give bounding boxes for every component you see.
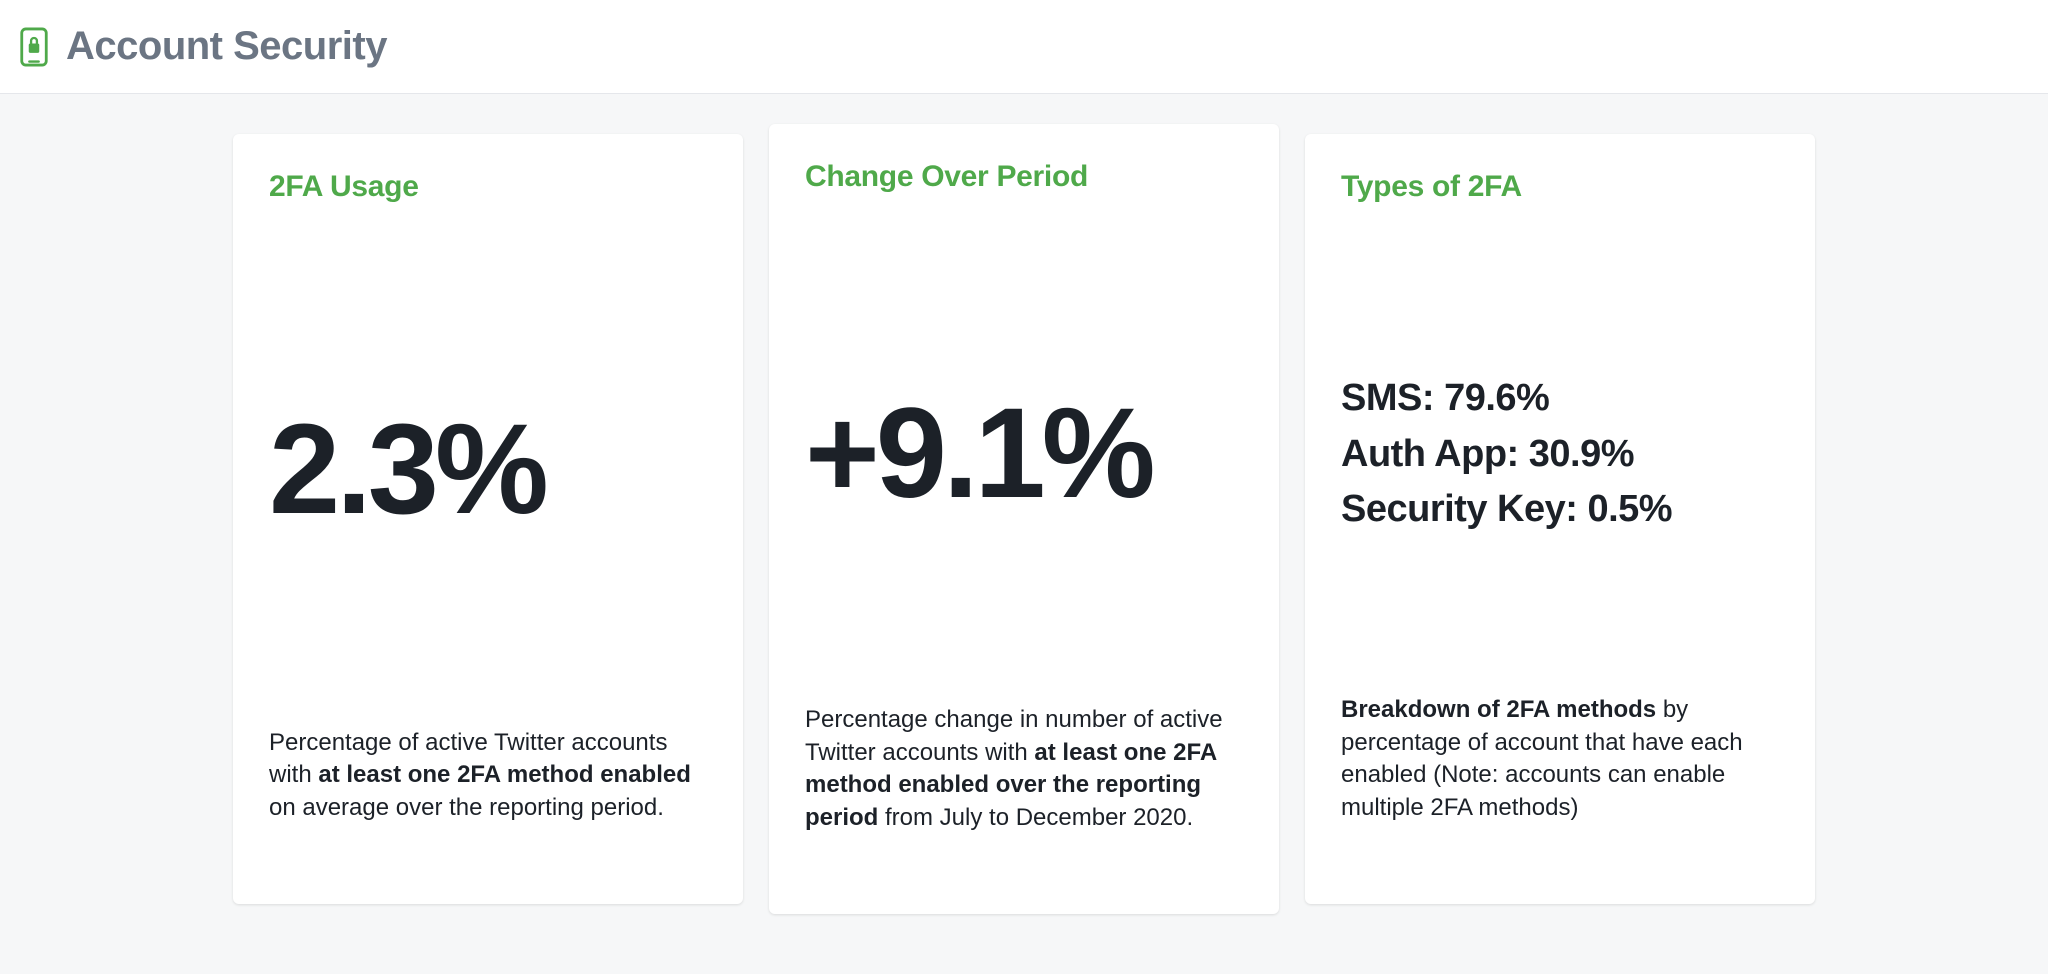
card-stat-wrap: SMS: 79.6% Auth App: 30.9% Security Key:… [1341,214,1779,694]
card-types-of-2fa: Types of 2FA SMS: 79.6% Auth App: 30.9% … [1305,134,1815,904]
desc-post: from July to December 2020. [878,804,1193,831]
card-description: Percentage change in number of active Tw… [805,704,1243,874]
card-stat-wrap: +9.1% [805,204,1243,704]
type-breakdown-list: SMS: 79.6% Auth App: 30.9% Security Key:… [1341,374,1672,534]
stat-value: 2.3% [269,406,545,534]
type-label: SMS [1341,377,1422,419]
card-description: Breakdown of 2FA methods by percentage o… [1341,694,1779,864]
type-row: Security Key: 0.5% [1341,485,1672,534]
card-stat-wrap: 2.3% [269,214,707,727]
card-title: Types of 2FA [1341,170,1779,204]
type-label: Security Key [1341,488,1565,530]
card-description: Percentage of active Twitter accounts wi… [269,727,707,864]
type-value: 0.5% [1587,488,1672,530]
type-row: SMS: 79.6% [1341,374,1672,423]
type-value: 30.9% [1529,433,1634,475]
card-2fa-usage: 2FA Usage 2.3% Percentage of active Twit… [233,134,743,904]
cards-row: 2FA Usage 2.3% Percentage of active Twit… [0,94,2048,974]
type-row: Auth App: 30.9% [1341,430,1672,479]
desc-bold: Breakdown of 2FA methods [1341,696,1656,723]
desc-bold: at least one 2FA method enabled [318,761,691,788]
stat-value: +9.1% [805,390,1152,518]
type-value: 79.6% [1444,377,1549,419]
phone-lock-icon [20,27,48,67]
card-title: Change Over Period [805,160,1243,194]
type-label: Auth App [1341,433,1507,475]
card-change-over-period: Change Over Period +9.1% Percentage chan… [769,124,1279,914]
desc-post: on average over the reporting period. [269,794,664,821]
page-title: Account Security [66,24,387,69]
card-title: 2FA Usage [269,170,707,204]
page-header: Account Security [0,0,2048,94]
